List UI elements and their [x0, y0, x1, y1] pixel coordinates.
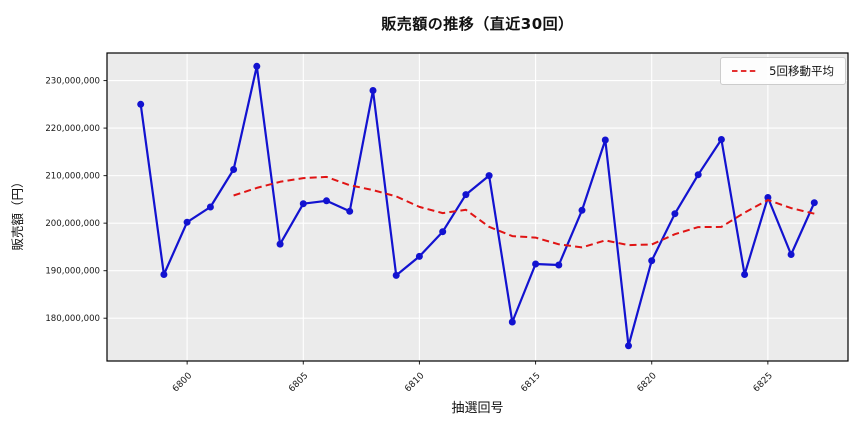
svg-text:200,000,000: 200,000,000	[45, 219, 100, 229]
svg-text:6825: 6825	[752, 371, 775, 394]
svg-text:6810: 6810	[403, 371, 426, 394]
svg-text:230,000,000: 230,000,000	[45, 77, 100, 87]
x-axis-label: 抽選回号	[451, 401, 504, 416]
svg-text:6800: 6800	[171, 371, 194, 394]
chart-title: 販売額の推移（直近30回）	[381, 15, 574, 33]
svg-text:6820: 6820	[636, 371, 659, 394]
svg-text:220,000,000: 220,000,000	[45, 124, 100, 134]
plot-border	[106, 52, 849, 362]
legend: 5回移動平均	[720, 57, 846, 85]
svg-text:6815: 6815	[519, 371, 542, 394]
x-tick-labels: 6800 6805 6810 6815 6820 6825	[171, 371, 775, 394]
sales-line	[139, 65, 816, 347]
legend-dashed-line-icon	[732, 70, 759, 72]
plot-background	[107, 53, 848, 361]
legend-label: 5回移動平均	[769, 64, 834, 78]
svg-text:210,000,000: 210,000,000	[45, 172, 100, 182]
svg-text:190,000,000: 190,000,000	[45, 267, 100, 277]
y-tick-labels: 180,000,000 190,000,000 200,000,000 210,000…	[45, 77, 100, 325]
svg-text:180,000,000: 180,000,000	[45, 314, 100, 324]
moving-average-line	[233, 175, 815, 249]
svg-text:6805: 6805	[287, 371, 310, 394]
sales-markers	[137, 62, 818, 350]
